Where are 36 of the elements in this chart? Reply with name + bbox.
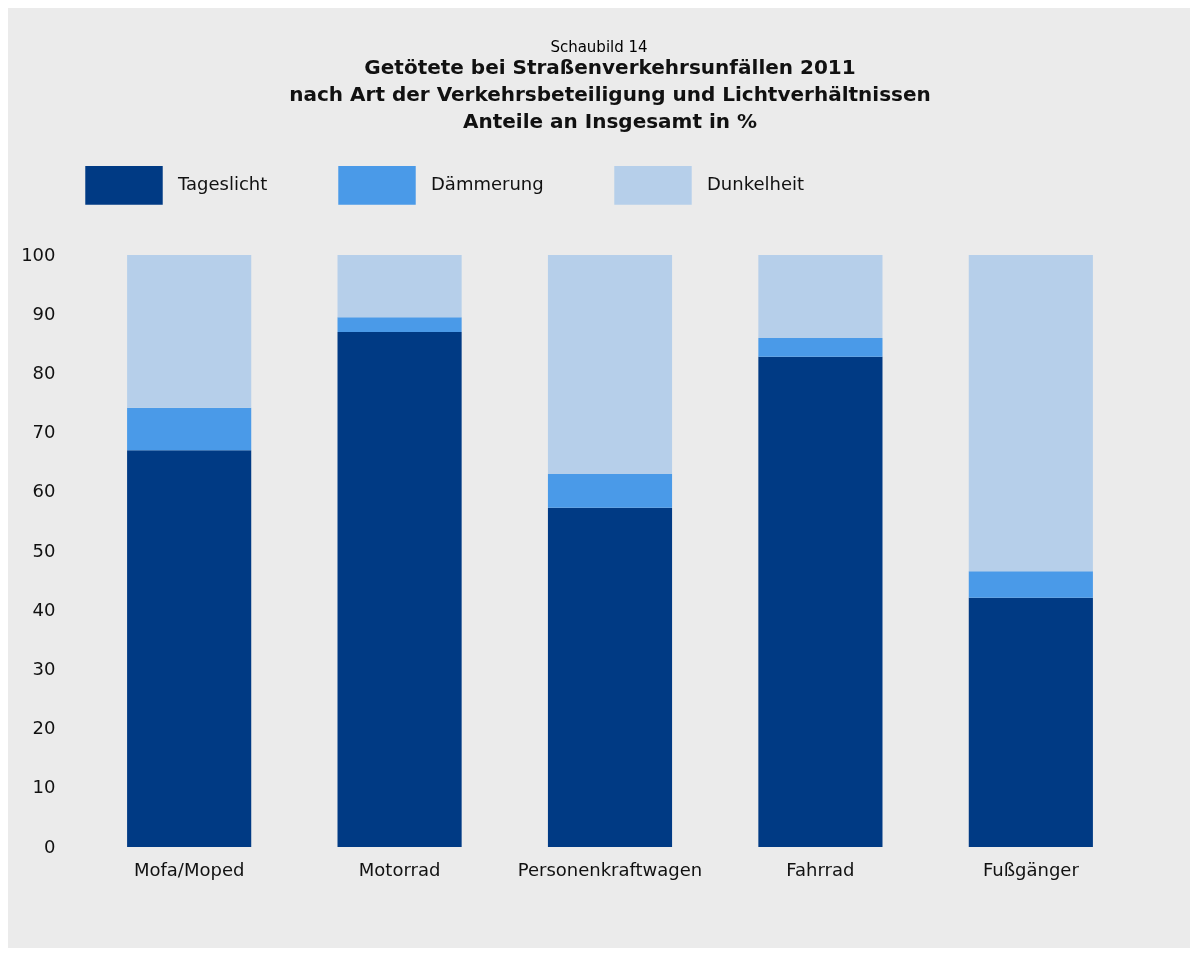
y-tick-label: 0 <box>44 835 56 857</box>
y-tick-label: 40 <box>32 598 56 620</box>
legend-label: Dämmerung <box>431 173 544 195</box>
text: Schaubild 14 <box>549 37 649 58</box>
y-tick-label: 10 <box>32 776 56 798</box>
bar <box>758 356 883 847</box>
y-tick-label: 30 <box>32 657 56 679</box>
bar <box>968 255 1093 572</box>
chart-title: Getötete bei Straßenverkehrsunfällen 2011 nach Art der Verkehrsbeteiligung und Lichtverhältnissen Anteile an Insgesamt in % <box>289 55 931 133</box>
bar <box>127 450 252 847</box>
bar <box>968 597 1093 847</box>
x-tick-label: Fußgänger <box>982 858 1080 880</box>
bar <box>127 255 252 408</box>
x-tick-label: Personenkraftwagen <box>517 858 703 880</box>
bar <box>758 255 883 338</box>
legend-label: Tageslicht <box>177 173 268 195</box>
x-tick-label: Mofa/Moped <box>133 858 245 880</box>
y-tick-label: 100 <box>21 243 56 265</box>
bar <box>127 407 252 451</box>
bar <box>337 331 462 847</box>
y-tick-label: 20 <box>32 717 56 739</box>
bar <box>547 507 673 847</box>
bar <box>337 317 462 332</box>
bar <box>337 255 462 318</box>
bar <box>758 337 883 357</box>
x-tick-label: Motorrad <box>358 858 441 880</box>
bar <box>547 474 673 508</box>
legend-label: Dunkelheit <box>707 173 805 195</box>
y-tick-label: 60 <box>32 480 56 502</box>
x-tick-label: Fahrrad <box>786 858 855 880</box>
y-tick-label: 90 <box>32 302 56 324</box>
bar <box>547 255 673 475</box>
bar <box>968 571 1093 598</box>
y-tick-label: 50 <box>32 539 56 561</box>
y-tick-label: 80 <box>32 361 56 383</box>
y-tick-label: 70 <box>32 421 56 443</box>
